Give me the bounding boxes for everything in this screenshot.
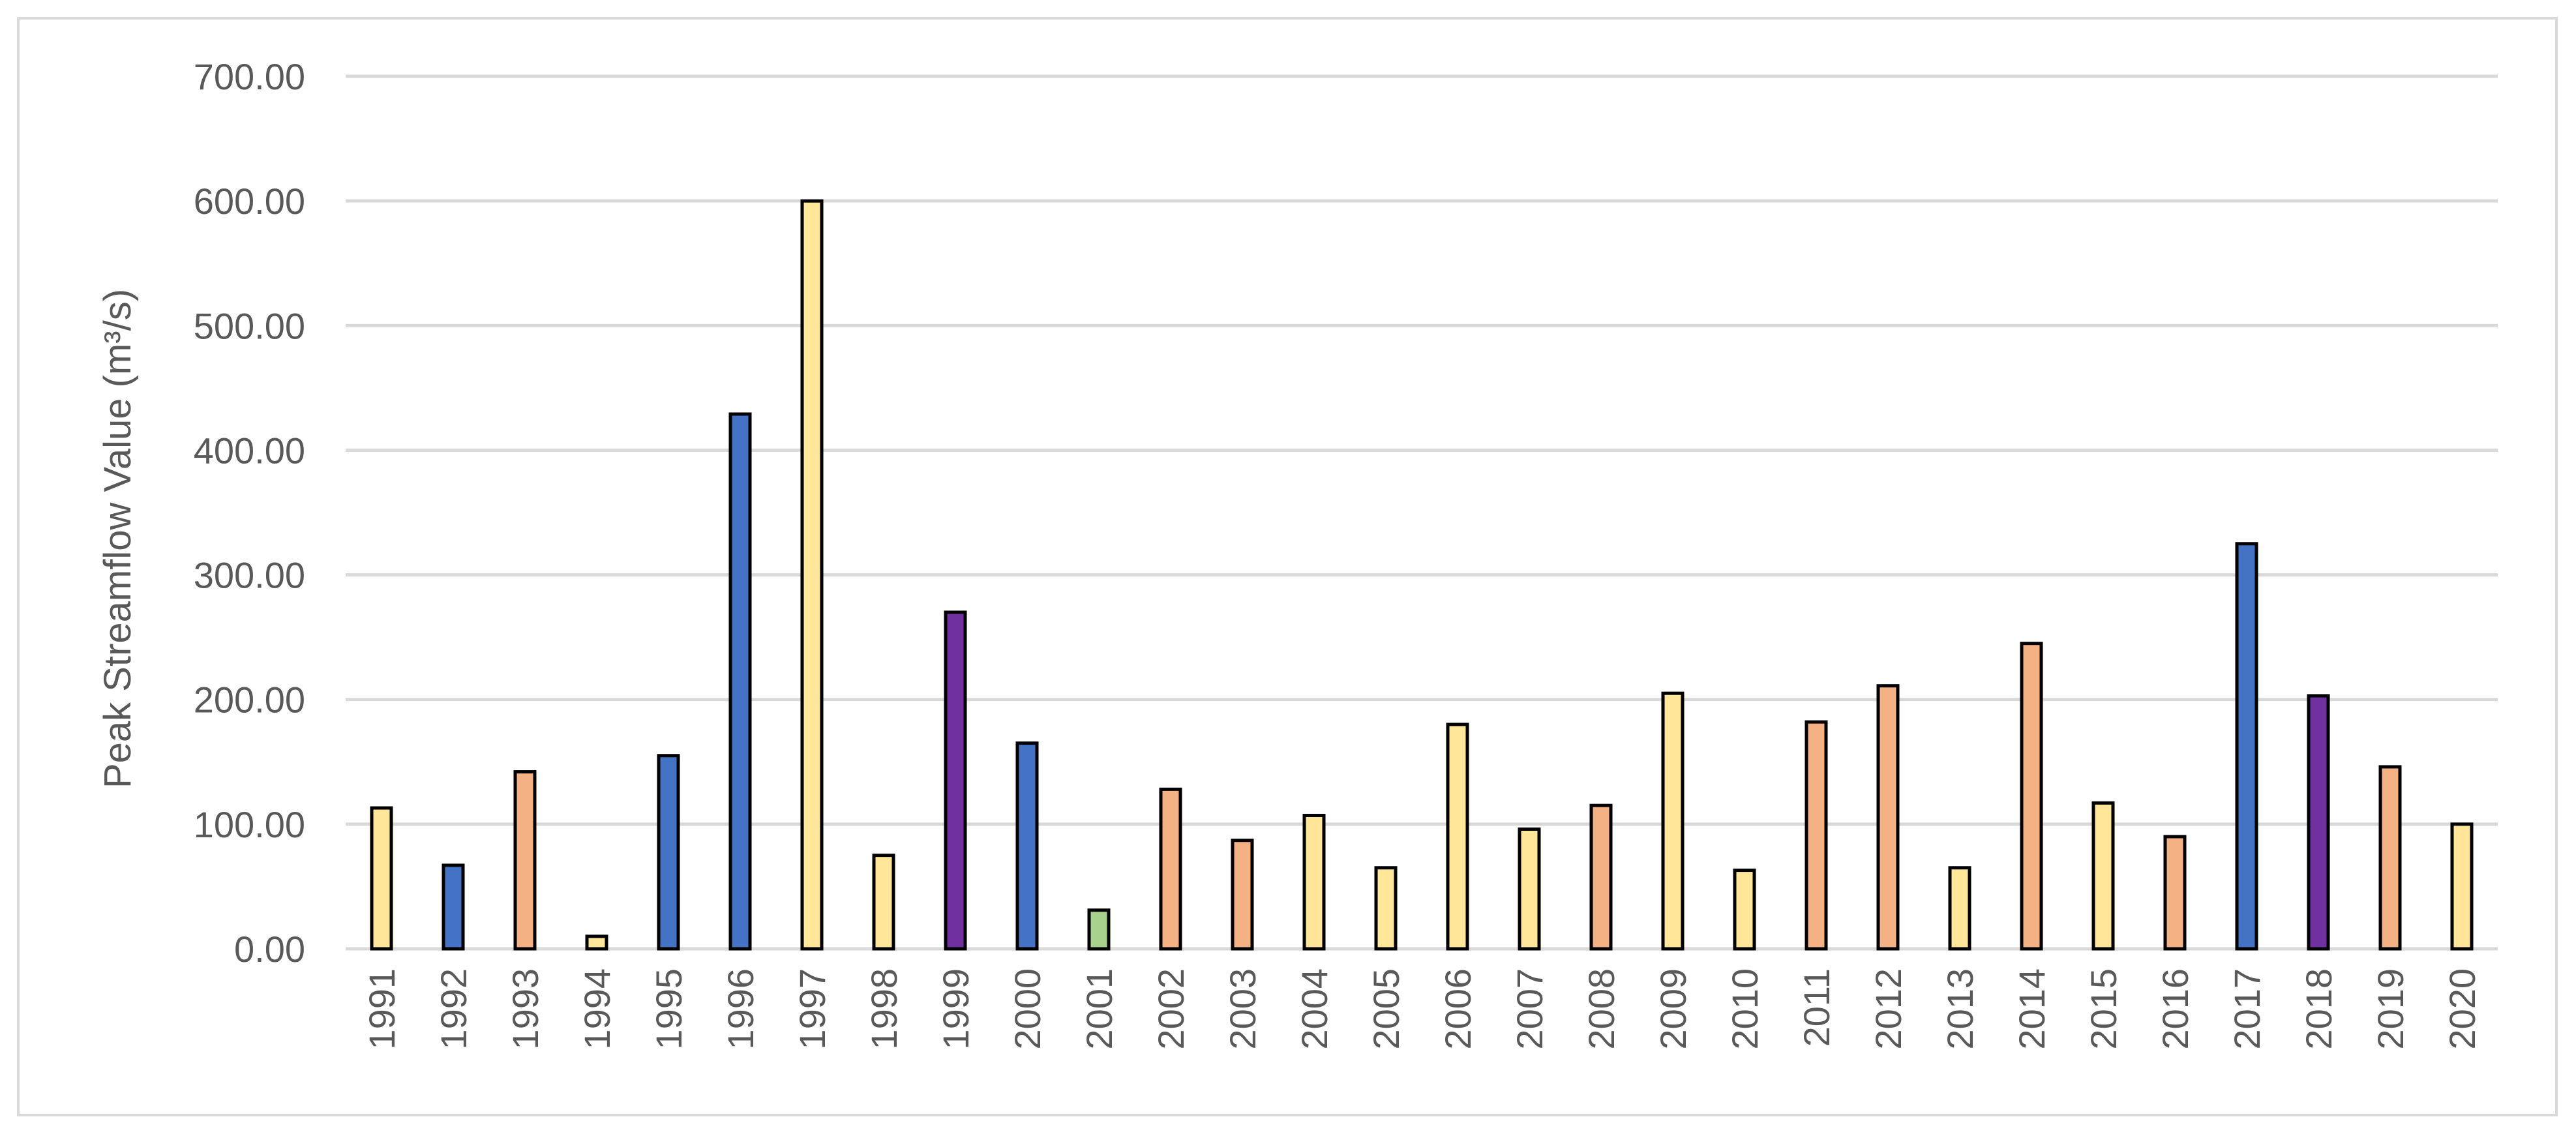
x-tick-label: 2009 [1653, 968, 1694, 1050]
x-tick-label: 1999 [935, 968, 976, 1050]
x-tick-label: 1994 [577, 968, 618, 1050]
y-tick-label: 100.00 [194, 804, 305, 845]
bar-1996 [728, 412, 752, 951]
bar-2010 [1733, 869, 1756, 951]
x-tick-label: 2001 [1079, 968, 1120, 1050]
bar-2007 [1518, 828, 1541, 951]
x-tick-label: 2007 [1509, 968, 1550, 1050]
bar-2002 [1159, 787, 1182, 951]
bar-2005 [1374, 866, 1398, 951]
y-tick-label: 200.00 [194, 679, 305, 721]
bar-2016 [2163, 835, 2187, 951]
bar-1995 [657, 754, 680, 951]
x-axis-ticks: 1991 1992 1993 1994 1995 1996 1997 1998 1999 2000… [361, 968, 2483, 1050]
x-tick-label: 1992 [433, 968, 474, 1050]
bar-2001 [1087, 908, 1111, 951]
bar-2006 [1446, 723, 1469, 951]
bar-1999 [944, 610, 967, 951]
bar-2014 [2020, 642, 2043, 951]
y-tick-label: 300.00 [194, 555, 305, 596]
bar-2012 [1876, 684, 1900, 951]
x-tick-label: 2017 [2226, 968, 2268, 1050]
bar-2004 [1302, 813, 1326, 951]
bar-2019 [2378, 765, 2402, 951]
bar-2017 [2235, 542, 2258, 951]
bar-2018 [2307, 694, 2330, 951]
bar-2000 [1015, 741, 1039, 951]
x-tick-label: 2003 [1222, 968, 1263, 1050]
bar-2003 [1231, 839, 1254, 951]
x-tick-label: 2002 [1150, 968, 1191, 1050]
bar-1994 [585, 934, 608, 951]
bar-1991 [370, 806, 393, 951]
bars [370, 199, 2474, 951]
bar-1992 [442, 863, 465, 951]
x-tick-label: 2014 [2011, 968, 2052, 1050]
bar-1993 [513, 770, 537, 951]
bar-2015 [2091, 801, 2115, 951]
y-tick-label: 600.00 [194, 181, 305, 222]
x-tick-label: 2010 [1724, 968, 1765, 1050]
x-tick-label: 2004 [1294, 968, 1335, 1050]
x-tick-label: 1996 [720, 968, 761, 1050]
x-tick-label: 2018 [2298, 968, 2339, 1050]
x-tick-label: 2006 [1437, 968, 1478, 1050]
gridlines [346, 74, 2498, 951]
bar-2008 [1589, 803, 1613, 951]
x-tick-label: 1993 [505, 968, 546, 1050]
x-tick-label: 2013 [1939, 968, 1981, 1050]
x-tick-label: 1995 [648, 968, 689, 1050]
bar-1997 [800, 199, 824, 951]
bar-1998 [872, 854, 895, 951]
y-tick-label: 400.00 [194, 430, 305, 471]
x-tick-label: 1997 [792, 968, 833, 1050]
bar-2020 [2450, 822, 2474, 951]
x-tick-label: 1991 [361, 968, 402, 1050]
y-tick-label: 500.00 [194, 305, 305, 346]
bar-2013 [1948, 866, 1971, 951]
y-axis-label: Peak Streamflow Value (m³/s) [97, 289, 139, 788]
y-tick-label: 0.00 [234, 929, 305, 970]
x-tick-label: 2019 [2370, 968, 2411, 1050]
x-tick-label: 2000 [1007, 968, 1048, 1050]
bar-2011 [1805, 720, 1828, 951]
x-tick-label: 2016 [2155, 968, 2196, 1050]
x-tick-label: 2012 [1868, 968, 1909, 1050]
x-tick-label: 2011 [1796, 968, 1837, 1047]
x-tick-label: 2020 [2442, 968, 2483, 1050]
x-tick-label: 1998 [863, 968, 905, 1050]
x-tick-label: 2005 [1366, 968, 1407, 1050]
x-tick-label: 2008 [1581, 968, 1622, 1050]
y-axis-ticks: 0.00 100.00 200.00 300.00 400.00 500.00 600.00… [194, 56, 305, 970]
y-tick-label: 700.00 [194, 56, 305, 97]
x-tick-label: 2015 [2083, 968, 2124, 1050]
bar-2009 [1661, 691, 1685, 951]
